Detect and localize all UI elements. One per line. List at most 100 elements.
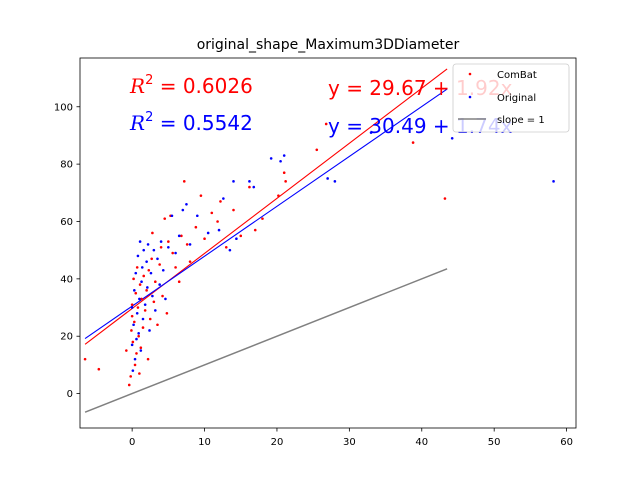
point-combat (142, 274, 146, 278)
point-combat (282, 171, 286, 175)
point-original (143, 303, 147, 306)
point-combat (188, 260, 192, 263)
point-combat (232, 208, 235, 212)
point-original (140, 280, 143, 284)
point-combat (443, 197, 447, 200)
point-combat (135, 266, 139, 269)
x-tick-label: 30 (343, 437, 356, 448)
point-combat (158, 263, 161, 266)
y-tick-label: 0 (67, 389, 73, 400)
point-combat (161, 294, 164, 298)
y-tick-label: 100 (54, 102, 73, 113)
point-combat (163, 217, 167, 220)
legend-marker-original (468, 95, 472, 99)
r2-combat-sup: 2 (145, 73, 153, 88)
point-original (152, 248, 156, 252)
r2-combat-prefix: R (129, 74, 145, 98)
point-combat (239, 234, 243, 238)
point-combat (315, 148, 319, 152)
x-tick-label: 50 (488, 437, 501, 448)
point-combat (261, 217, 264, 220)
r2-combat-annotation: R2 = 0.6026 (129, 73, 253, 98)
point-original (142, 248, 146, 252)
point-original (146, 286, 149, 289)
point-combat (165, 311, 169, 315)
point-original (235, 237, 238, 240)
point-combat (171, 251, 174, 255)
point-original (167, 246, 170, 249)
point-combat (224, 246, 228, 249)
point-original (135, 311, 139, 315)
point-original (206, 231, 210, 235)
point-combat (130, 314, 134, 318)
x-tick-label: 60 (560, 437, 573, 448)
point-combat (194, 225, 198, 229)
point-original (177, 234, 181, 238)
x-tick-label: 20 (271, 437, 284, 448)
point-original (552, 180, 555, 183)
point-combat (167, 240, 170, 243)
point-original (151, 294, 154, 298)
point-original (170, 214, 174, 218)
point-combat (216, 220, 219, 223)
point-original (161, 268, 165, 272)
point-original (217, 228, 221, 232)
point-original (164, 297, 167, 301)
point-original (159, 240, 163, 243)
point-original (248, 180, 251, 183)
point-combat (133, 363, 137, 367)
point-original (228, 248, 232, 252)
point-combat (151, 231, 154, 235)
point-combat (152, 300, 156, 304)
point-original (149, 271, 153, 275)
point-original (145, 260, 148, 263)
point-combat (324, 122, 328, 126)
point-original (132, 323, 135, 327)
point-original (269, 157, 273, 160)
point-original (252, 185, 256, 189)
chart-title: original_shape_Maximum3DDiameter (197, 37, 460, 53)
point-combat (147, 268, 151, 272)
point-combat (199, 194, 203, 197)
plot-frame (79, 57, 577, 429)
point-combat (156, 323, 159, 327)
point-combat (129, 375, 132, 378)
r2-original-sup: 2 (145, 110, 153, 125)
point-combat (83, 357, 87, 361)
point-combat (411, 141, 415, 144)
fit-lines-layer (84, 68, 448, 413)
point-combat (125, 349, 128, 352)
point-original (196, 214, 199, 218)
point-original (134, 271, 138, 275)
legend: ComBat Original slope = 1 (452, 63, 570, 133)
point-combat (182, 180, 186, 183)
point-combat (140, 297, 143, 301)
point-original (333, 180, 337, 183)
point-combat (219, 200, 222, 203)
point-combat (127, 383, 131, 387)
point-original (232, 180, 235, 183)
point-original (279, 159, 282, 163)
r2-combat-value: = 0.6026 (153, 74, 252, 98)
point-original (188, 243, 192, 246)
point-original (135, 337, 138, 341)
legend-marker-combat (468, 72, 472, 76)
point-original (158, 283, 161, 286)
point-original (148, 329, 151, 332)
point-combat (145, 289, 148, 292)
x-tick-label: 40 (415, 437, 428, 448)
r2-original-annotation: R2 = 0.5542 (129, 110, 253, 135)
point-original (450, 137, 454, 140)
point-combat (277, 194, 280, 197)
fit-line-combat (84, 68, 448, 345)
point-combat (248, 185, 251, 189)
point-combat (131, 340, 135, 344)
point-combat (210, 211, 214, 215)
point-original (222, 197, 225, 200)
x-axis: 0 10 20 30 40 50 60 (129, 428, 573, 448)
point-original (156, 257, 159, 261)
point-combat (253, 228, 257, 232)
point-combat (141, 326, 145, 329)
y-tick-label: 60 (60, 217, 73, 228)
